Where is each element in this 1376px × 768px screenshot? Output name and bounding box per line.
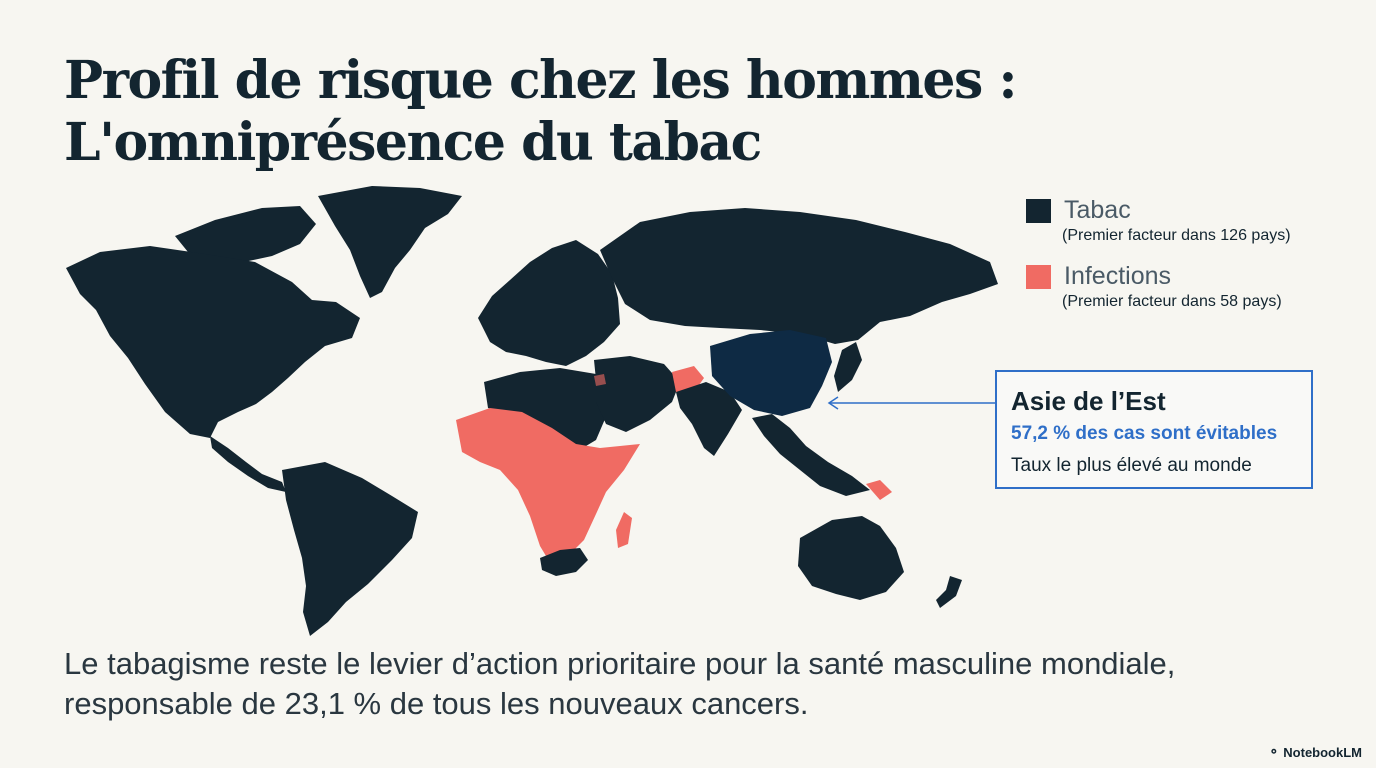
caption-line-2: responsable de 23,1 % de tous les nouvea… bbox=[64, 686, 809, 721]
region-new-zealand bbox=[936, 576, 962, 608]
caption: Le tabagisme reste le levier d’action pr… bbox=[64, 644, 1175, 724]
region-japan bbox=[834, 342, 862, 392]
region-sub-saharan-africa bbox=[456, 408, 640, 566]
region-southeast-asia bbox=[752, 414, 870, 496]
legend-item-infections: Infections (Premier facteur dans 58 pays… bbox=[1026, 261, 1291, 327]
legend-swatch-infections bbox=[1026, 265, 1051, 289]
region-southern-africa bbox=[540, 548, 588, 576]
legend-label-infections: Infections bbox=[1064, 262, 1172, 290]
callout-title: Asie de l’Est bbox=[1011, 386, 1166, 416]
page-title-line-2: L'omniprésence du tabac bbox=[64, 112, 762, 173]
legend-label-tabac: Tabac bbox=[1064, 196, 1131, 224]
region-arctic-islands bbox=[175, 206, 316, 262]
legend-swatch-tabac bbox=[1026, 199, 1051, 223]
page-title-line-1: Profil de risque chez les hommes : bbox=[64, 50, 1018, 111]
region-middle-east bbox=[594, 356, 680, 432]
brand-logo: ⚬ NotebookLM bbox=[1268, 744, 1362, 760]
region-papua bbox=[866, 480, 892, 500]
region-australia bbox=[798, 516, 904, 600]
region-north-america bbox=[66, 246, 360, 438]
east-asia-callout: Asie de l’Est 57,2 % des cas sont évitab… bbox=[995, 370, 1313, 489]
legend-item-tabac: Tabac (Premier facteur dans 126 pays) bbox=[1026, 195, 1291, 261]
region-east-asia bbox=[710, 330, 832, 416]
region-madagascar bbox=[616, 512, 632, 548]
page-title: Profil de risque chez les hommes : L'omn… bbox=[64, 50, 1018, 174]
region-south-america bbox=[282, 462, 418, 636]
region-europe bbox=[478, 240, 620, 366]
callout-arrow-icon bbox=[827, 396, 839, 410]
region-north-asia bbox=[600, 208, 998, 344]
legend-note-tabac: (Premier facteur dans 126 pays) bbox=[1062, 227, 1291, 244]
notebooklm-icon: ⚬ bbox=[1268, 744, 1280, 759]
callout-stat: 57,2 % des cas sont évitables bbox=[1011, 423, 1278, 444]
region-levant bbox=[594, 374, 606, 386]
caption-line-1: Le tabagisme reste le levier d’action pr… bbox=[64, 646, 1176, 681]
region-greenland bbox=[318, 186, 462, 298]
region-south-asia bbox=[676, 382, 742, 456]
map-legend: Tabac (Premier facteur dans 126 pays) In… bbox=[1026, 195, 1291, 327]
legend-note-infections: (Premier facteur dans 58 pays) bbox=[1062, 293, 1282, 310]
region-north-africa bbox=[484, 368, 616, 452]
region-central-america bbox=[210, 436, 286, 492]
callout-note: Taux le plus élevé au monde bbox=[1011, 455, 1252, 476]
brand-label: NotebookLM bbox=[1283, 744, 1362, 760]
